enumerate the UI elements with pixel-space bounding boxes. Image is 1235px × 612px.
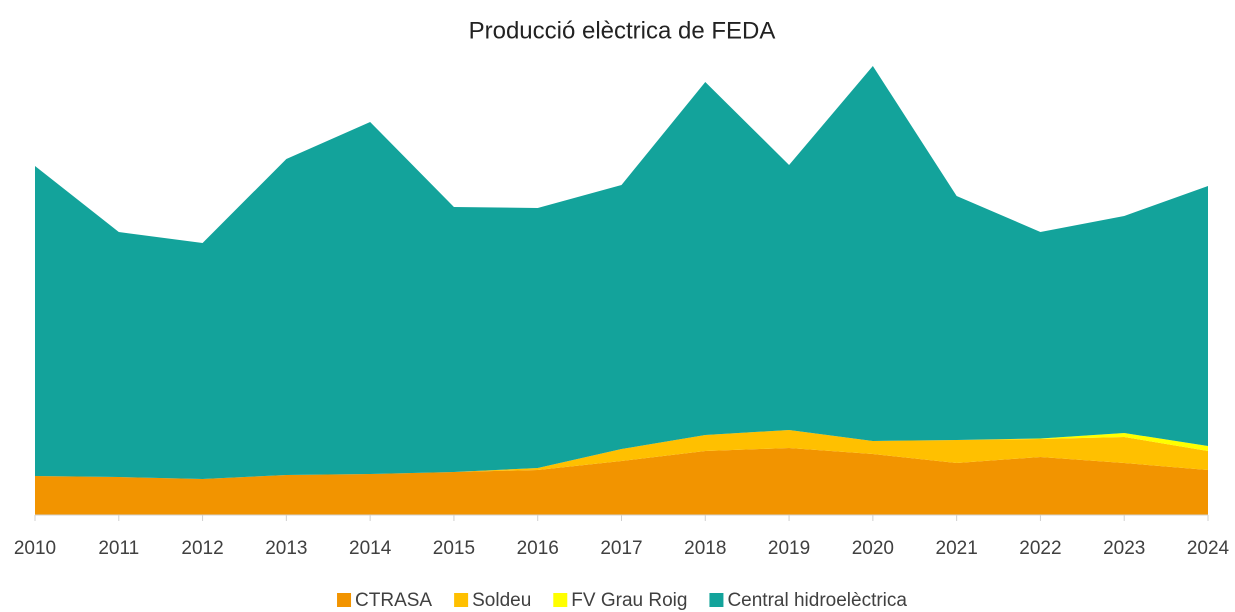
legend-label: Soldeu: [472, 590, 531, 611]
x-tick-label: 2012: [181, 538, 223, 559]
x-tick-label: 2013: [265, 538, 307, 559]
legend-label: CTRASA: [355, 590, 432, 611]
x-tick-label: 2023: [1103, 538, 1145, 559]
x-tick-label: 2024: [1187, 538, 1230, 559]
x-tick-label: 2020: [852, 538, 894, 559]
x-tick-label: 2010: [14, 538, 56, 559]
legend-swatch: [454, 593, 469, 607]
legend-swatch: [553, 593, 568, 607]
x-tick-label: 2021: [936, 538, 978, 559]
chart-title: Producció elèctrica de FEDA: [469, 17, 776, 44]
x-tick-label: 2019: [768, 538, 810, 559]
x-tick-label: 2018: [684, 538, 726, 559]
legend-label: Central hidroelèctrica: [727, 590, 907, 611]
x-tick-label: 2017: [600, 538, 642, 559]
legend-swatch: [337, 593, 352, 607]
x-tick-label: 2014: [349, 538, 392, 559]
area: [35, 448, 1208, 515]
legend-label: FV Grau Roig: [571, 590, 687, 611]
x-tick-label: 2011: [98, 538, 139, 559]
x-tick-label: 2016: [517, 538, 559, 559]
area: [35, 430, 1208, 479]
area: [35, 66, 1208, 479]
legend-swatch: [709, 593, 724, 607]
x-tick-label: 2022: [1019, 538, 1061, 559]
x-tick-label: 2015: [433, 538, 475, 559]
